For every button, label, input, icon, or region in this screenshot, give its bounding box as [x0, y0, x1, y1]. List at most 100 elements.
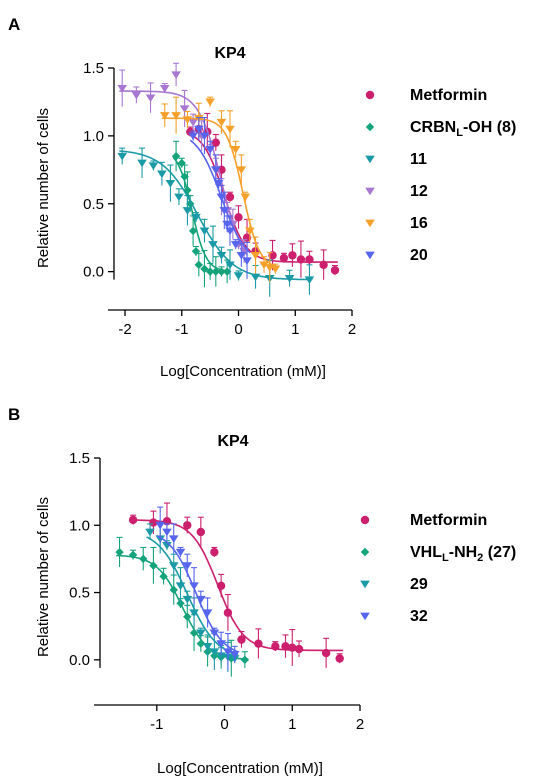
data-point [148, 162, 159, 170]
legend-marker [365, 219, 375, 228]
x-tick-label: -1 [150, 716, 163, 733]
y-tick-label: 1.5 [69, 450, 90, 467]
data-point [227, 654, 236, 663]
data-point [157, 170, 167, 179]
panel-b: B KP4 0.0 0.5 1.0 1.5 -1 0 1 2 Relative number of … [8, 405, 516, 777]
data-point [171, 112, 181, 120]
data-point [211, 166, 221, 175]
data-point [191, 213, 201, 222]
data-point [137, 159, 147, 168]
data-point [335, 654, 344, 663]
legend-text-part: 32 [410, 608, 428, 625]
legend-entry: 12 [410, 183, 428, 200]
data-point [225, 261, 235, 270]
y-tick-label: 0.0 [83, 264, 104, 281]
data-point [128, 515, 138, 525]
data-point [210, 547, 219, 557]
data-point [222, 267, 232, 276]
data-point [159, 84, 170, 93]
legend-entry: 11 [410, 151, 427, 168]
data-point [209, 648, 220, 656]
data-point [155, 521, 165, 530]
y-tick-label: 1.0 [83, 128, 104, 145]
legend-entry: 16 [410, 215, 428, 232]
data-point [305, 255, 314, 264]
data-point [189, 582, 199, 591]
legend-entry: 32 [410, 608, 428, 625]
legend-marker [360, 580, 370, 589]
legend-subscript: 2 [477, 552, 483, 564]
data-point [321, 648, 331, 658]
data-point [171, 152, 181, 161]
data-point [296, 255, 306, 264]
legend-text-part: VHL [410, 544, 442, 561]
data-point [139, 554, 148, 564]
data-point [168, 535, 179, 543]
y-tick-label: 0.5 [83, 196, 104, 213]
data-point [211, 138, 221, 147]
data-point [205, 98, 215, 107]
series-crbnl-oh-8- [171, 140, 232, 288]
data-point [236, 166, 247, 175]
data-point [162, 517, 172, 526]
x-axis-label: Log[Concentration (mM)] [160, 363, 326, 380]
data-point [223, 608, 233, 617]
data-point [145, 94, 156, 103]
data-point [205, 267, 215, 276]
data-point [159, 572, 168, 581]
series-11 [117, 147, 315, 297]
data-point [236, 251, 247, 260]
data-point [202, 642, 213, 651]
y-axis-label: Relative number of cells [35, 497, 52, 657]
data-point [216, 118, 227, 127]
x-tick-label: -2 [118, 321, 131, 338]
data-point [213, 179, 224, 188]
fit-curve [187, 132, 338, 263]
data-point [189, 628, 199, 638]
data-point [216, 251, 227, 260]
legend-text-part: 11 [410, 151, 427, 168]
data-point [196, 527, 206, 537]
data-point [171, 71, 181, 79]
data-point [242, 257, 252, 265]
data-point [270, 265, 281, 274]
legend-text-part: -NH [449, 544, 477, 561]
data-point [128, 550, 138, 560]
data-point [288, 251, 297, 260]
x-tick-label: 1 [288, 716, 296, 733]
data-point [229, 651, 240, 659]
data-point [183, 521, 192, 530]
data-point [182, 116, 193, 124]
data-point [223, 648, 233, 656]
panel-letter: A [8, 15, 20, 34]
legend-entry: Metformin [410, 512, 487, 529]
data-point [304, 276, 315, 284]
legend-text-part: 16 [410, 215, 428, 232]
data-point [149, 518, 158, 527]
data-point [208, 241, 218, 249]
data-point [196, 629, 206, 638]
data-point [131, 91, 142, 100]
x-tick-label: 0 [220, 716, 228, 733]
legend-text-part: (27) [483, 544, 516, 561]
legend-marker [365, 251, 375, 260]
data-point [211, 267, 221, 276]
data-point [194, 260, 203, 270]
x-tick-label: 2 [356, 716, 364, 733]
data-point [225, 227, 235, 236]
data-point [162, 528, 172, 537]
legend-text-part: 12 [410, 183, 428, 200]
data-point [159, 112, 170, 120]
legend-marker [365, 90, 375, 100]
data-point [259, 261, 269, 270]
fit-curve [161, 117, 279, 268]
data-point [182, 207, 193, 215]
data-point [268, 251, 277, 260]
legend-subscript: L [456, 127, 463, 139]
legend-entry: 20 [410, 247, 428, 264]
series-16 [159, 96, 281, 283]
legend-marker [365, 155, 375, 164]
data-point [237, 635, 246, 644]
data-point [191, 247, 201, 256]
